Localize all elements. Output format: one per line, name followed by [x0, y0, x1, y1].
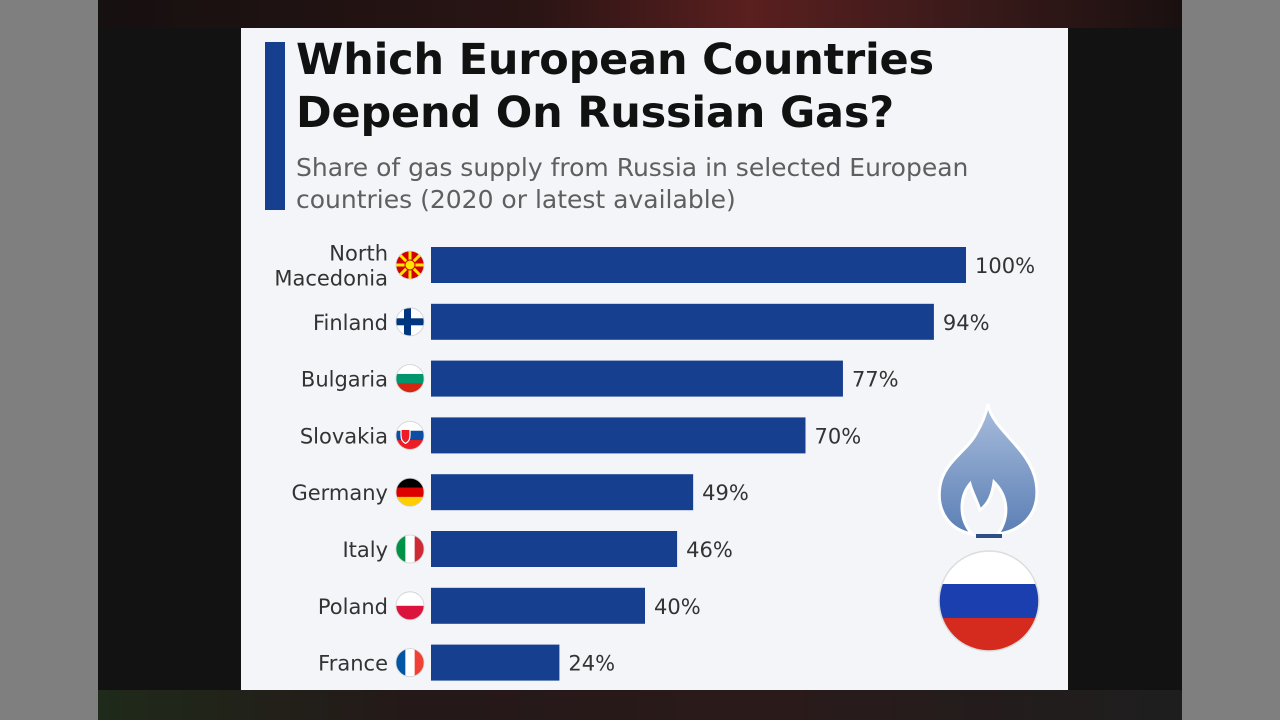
chart-row: Slovakia 70%	[300, 417, 862, 454]
value-label: 49%	[702, 481, 749, 505]
value-label: 100%	[975, 254, 1035, 278]
russia-flag-icon	[938, 550, 1040, 652]
chart-row: Finland 94%	[313, 303, 990, 340]
category-label: Macedonia	[274, 267, 388, 291]
video-bottom-strip	[98, 690, 1182, 720]
chart-row: Poland 40%	[318, 587, 701, 624]
slovakia-flag-icon	[395, 420, 425, 450]
category-label: North	[329, 242, 388, 266]
value-label: 94%	[943, 311, 990, 335]
bar	[431, 417, 806, 454]
chart-row: France 24%	[318, 644, 615, 681]
north-macedonia-flag-icon	[395, 250, 425, 280]
flame-icon	[937, 403, 1039, 538]
chart-title: Which European Countries Depend On Russi…	[296, 35, 934, 138]
infographic-card	[241, 28, 1068, 690]
poland-flag-icon	[395, 591, 425, 621]
category-label: Slovakia	[300, 424, 388, 448]
value-label: 40%	[654, 595, 701, 619]
chart-subtitle: Share of gas supply from Russia in selec…	[296, 153, 969, 214]
bar	[431, 247, 966, 283]
chart-row: Germany 49%	[291, 474, 749, 511]
bulgaria-flag-icon	[395, 364, 425, 394]
category-label: Italy	[342, 538, 388, 562]
germany-flag-icon	[395, 477, 425, 507]
value-label: 46%	[686, 538, 733, 562]
chart-row: Italy 46%	[342, 531, 733, 567]
bar	[431, 587, 645, 624]
france-flag-icon	[395, 648, 425, 677]
bar	[431, 360, 843, 397]
bar	[431, 644, 560, 681]
video-top-strip	[98, 0, 1182, 28]
category-label: Poland	[318, 595, 388, 619]
finland-flag-icon	[395, 307, 425, 337]
italy-flag-icon	[395, 534, 425, 564]
title-accent-bar	[265, 42, 285, 210]
category-label: Germany	[291, 481, 388, 505]
category-label: Bulgaria	[301, 368, 388, 392]
bar	[431, 474, 694, 511]
value-label: 77%	[852, 368, 899, 392]
value-label: 70%	[815, 424, 862, 448]
value-label: 24%	[568, 652, 615, 676]
chart-row: Bulgaria 77%	[301, 360, 899, 397]
category-label: France	[318, 652, 388, 676]
category-label: Finland	[313, 311, 388, 335]
bar	[431, 303, 934, 340]
bar	[431, 531, 678, 567]
